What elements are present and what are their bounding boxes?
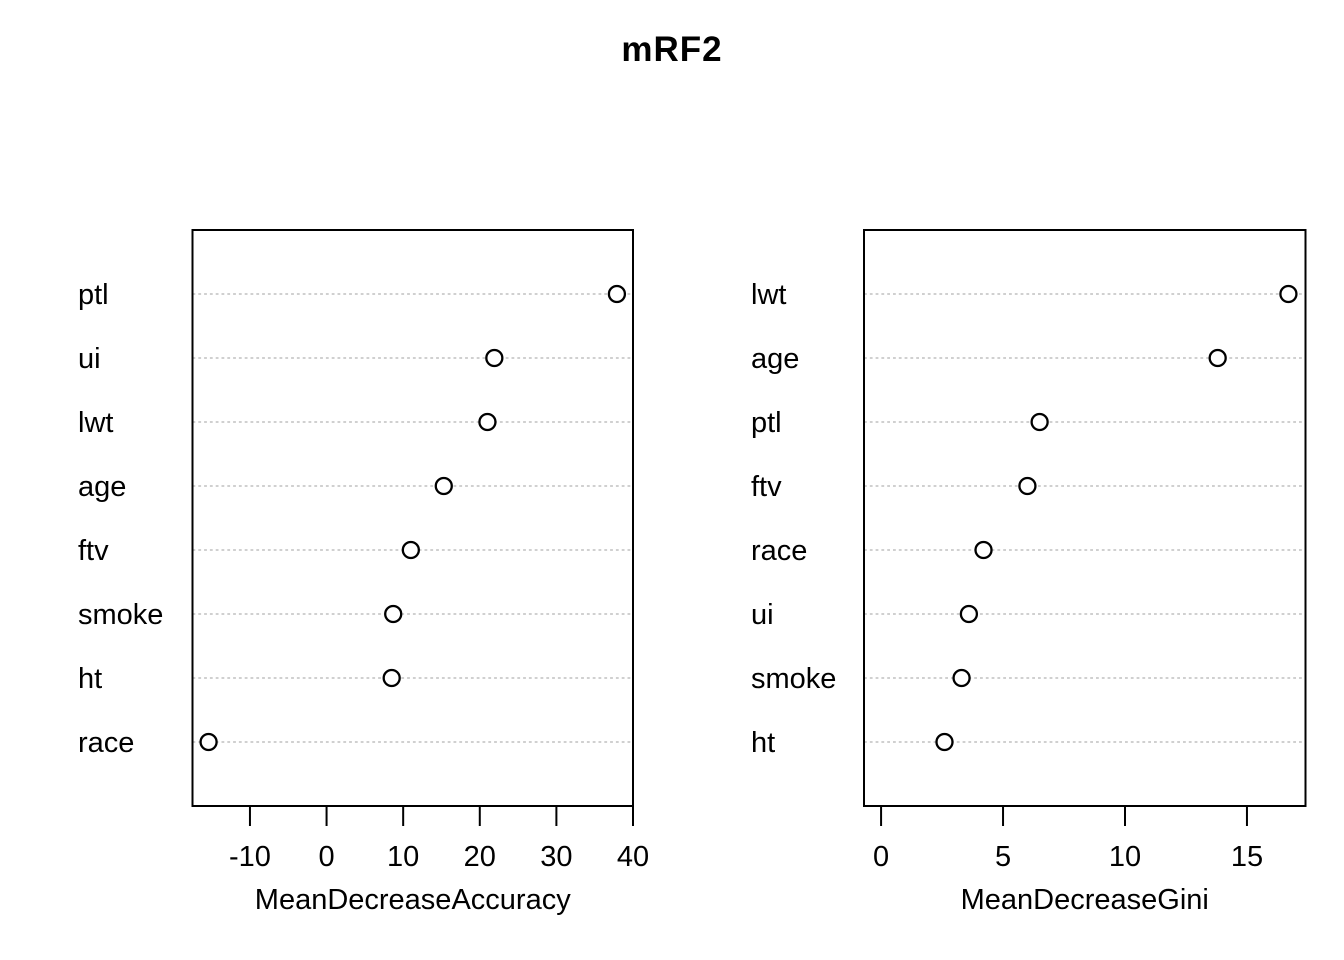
- panel-meandecreasegini: lwt age ptl ftv race ui smoke ht 0 5 10 15 MeanDecre…: [751, 229, 1307, 916]
- x-tick-label: 0: [318, 841, 334, 873]
- data-point-race: [199, 732, 218, 752]
- data-point-ui: [959, 604, 979, 624]
- data-point-ftv: [1018, 476, 1037, 496]
- data-point-age: [434, 476, 453, 496]
- panel-meandecreaseaccuracy: ptl ui lwt age ftv smoke ht race -10 0 10 20 30 40 Mea…: [78, 229, 649, 916]
- x-tick-label: 30: [540, 841, 572, 873]
- x-tick-label: -10: [229, 841, 271, 873]
- data-point-lwt: [1279, 284, 1298, 304]
- data-point-ui: [485, 348, 504, 368]
- category-label: ftv: [78, 535, 109, 567]
- x-tick-label: 15: [1231, 841, 1263, 873]
- x-tick-label: 10: [387, 841, 419, 873]
- data-point-ht: [382, 668, 401, 688]
- category-label: lwt: [751, 279, 786, 311]
- x-tick-label: 5: [995, 841, 1011, 873]
- x-tick-label: 20: [464, 841, 496, 873]
- chart-title: mRF2: [621, 30, 723, 69]
- category-label: ht: [78, 663, 102, 695]
- category-label: lwt: [78, 407, 113, 439]
- x-axis-label: MeanDecreaseGini: [961, 884, 1209, 916]
- category-label: ptl: [78, 279, 109, 311]
- x-tick-label: 10: [1109, 841, 1141, 873]
- data-point-smoke: [384, 604, 403, 624]
- data-point-smoke: [952, 668, 971, 688]
- category-label: ui: [751, 599, 774, 631]
- category-label: ptl: [751, 407, 782, 439]
- x-axis-label: MeanDecreaseAccuracy: [255, 884, 571, 916]
- category-label: ftv: [751, 471, 782, 503]
- data-point-race: [974, 540, 993, 560]
- category-label: smoke: [751, 663, 836, 695]
- plot-box: [191, 229, 634, 807]
- x-tick-label: 40: [617, 841, 649, 873]
- category-label: race: [78, 727, 134, 759]
- category-label: race: [751, 535, 807, 567]
- category-label: age: [78, 471, 126, 503]
- category-label: ui: [78, 343, 101, 375]
- plot-box: [863, 229, 1307, 807]
- category-label: smoke: [78, 599, 163, 631]
- x-tick-label: 0: [873, 841, 889, 873]
- data-point-ftv: [401, 540, 420, 560]
- data-point-ptl: [1030, 412, 1049, 432]
- data-point-lwt: [478, 412, 497, 432]
- data-point-age: [1208, 348, 1227, 368]
- data-point-ptl: [607, 284, 627, 304]
- data-point-ht: [935, 732, 954, 752]
- category-label: ht: [751, 727, 775, 759]
- category-label: age: [751, 343, 799, 375]
